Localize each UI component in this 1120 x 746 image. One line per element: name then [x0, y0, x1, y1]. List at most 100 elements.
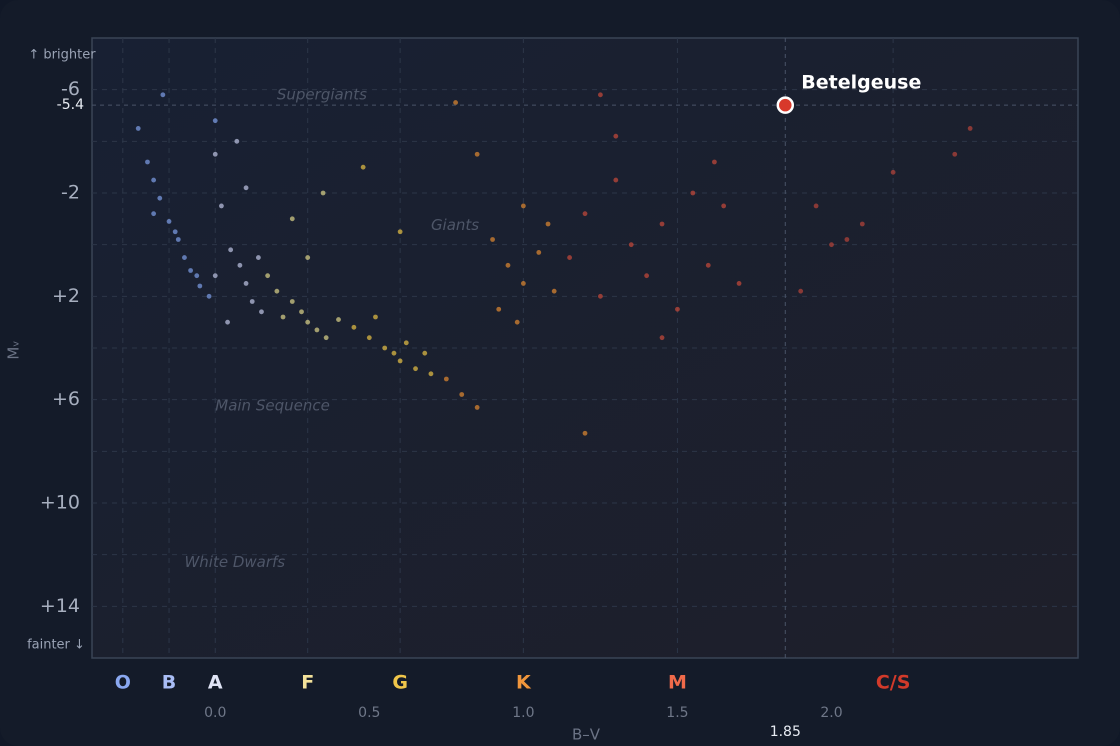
- star-point: [721, 203, 727, 209]
- star-point: [690, 190, 696, 196]
- region-label: Giants: [431, 216, 479, 234]
- y-tick-label: +2: [52, 285, 80, 307]
- x-tick-label: 1.5: [666, 705, 688, 721]
- star-point: [234, 138, 240, 144]
- star-point: [157, 195, 163, 201]
- star-point: [659, 221, 665, 227]
- star-point: [712, 159, 717, 165]
- star-point: [212, 118, 218, 124]
- star-point: [890, 169, 896, 175]
- star-point: [289, 299, 295, 304]
- star-point: [545, 221, 551, 227]
- star-point: [243, 185, 249, 191]
- spectral-class-label: O: [115, 672, 131, 694]
- star-point: [474, 151, 480, 157]
- star-point: [536, 250, 542, 255]
- star-point: [314, 327, 320, 333]
- star-point: [194, 273, 200, 279]
- star-point: [514, 319, 520, 325]
- y-axis-label: Mᵥ: [5, 340, 23, 359]
- y-tick-label: +6: [52, 388, 80, 410]
- x-tick-label: 2.0: [820, 705, 842, 721]
- star-point: [145, 159, 150, 165]
- star-point: [582, 211, 588, 217]
- star-point: [212, 273, 218, 279]
- star-point: [182, 255, 187, 260]
- star-point: [829, 242, 834, 248]
- star-point: [175, 237, 181, 242]
- y-tick-label: +14: [40, 595, 80, 617]
- region-label: Supergiants: [277, 85, 367, 103]
- star-point: [320, 190, 326, 196]
- star-point: [360, 164, 366, 170]
- star-point: [151, 177, 157, 183]
- star-point: [490, 237, 495, 242]
- star-point: [551, 288, 557, 294]
- star-point: [453, 100, 458, 105]
- star-point: [422, 350, 428, 356]
- star-point: [280, 314, 286, 320]
- spectral-class-label: M: [668, 672, 687, 694]
- star-point: [299, 309, 304, 315]
- star-point: [382, 345, 388, 351]
- spectral-class-label: B: [162, 672, 176, 694]
- star-point: [243, 281, 249, 286]
- star-point: [255, 255, 261, 260]
- star-point: [397, 358, 403, 364]
- star-point: [443, 376, 449, 382]
- star-point: [135, 126, 141, 131]
- y-bottom-note: fainter ↓: [27, 638, 85, 653]
- star-point: [598, 92, 603, 98]
- star-point: [613, 177, 619, 183]
- star-point: [151, 211, 157, 217]
- star-point: [967, 126, 973, 131]
- star-point: [428, 371, 434, 377]
- spectral-class-label: G: [392, 672, 408, 694]
- star-point: [798, 288, 804, 294]
- star-point: [305, 319, 311, 325]
- spectral-class-label: F: [301, 672, 314, 694]
- star-point: [659, 335, 665, 341]
- star-point: [496, 306, 502, 312]
- highlight-label: Betelgeuse: [801, 72, 921, 94]
- star-point: [265, 273, 271, 279]
- star-point: [289, 216, 295, 222]
- star-point: [705, 262, 711, 268]
- star-point: [228, 247, 234, 253]
- star-point: [567, 255, 572, 260]
- star-point: [166, 219, 172, 224]
- spectral-class-label: K: [516, 672, 532, 694]
- star-point: [520, 281, 526, 286]
- star-point: [259, 309, 264, 315]
- y-tick-label: -2: [61, 182, 80, 204]
- spectral-class-label: A: [208, 672, 223, 694]
- star-point: [237, 262, 243, 268]
- star-point: [736, 281, 742, 286]
- x-tick-label: 0.0: [204, 705, 226, 721]
- star-point: [366, 335, 372, 341]
- star-point: [598, 293, 603, 299]
- star-point: [952, 151, 958, 157]
- x-tick-label: 1.0: [512, 705, 534, 721]
- region-label: White Dwarfs: [184, 553, 285, 571]
- star-point: [373, 314, 378, 320]
- highlight-x-value: 1.85: [770, 724, 801, 740]
- star-point: [351, 324, 357, 330]
- star-point: [413, 366, 418, 372]
- star-point: [172, 229, 178, 235]
- star-point: [844, 237, 850, 242]
- star-point: [505, 262, 511, 268]
- star-point: [212, 151, 218, 157]
- star-point: [675, 306, 680, 312]
- star-point: [613, 133, 619, 139]
- y-tick-label: +10: [40, 492, 80, 514]
- star-point: [628, 242, 634, 248]
- star-point: [188, 268, 194, 273]
- star-point: [323, 335, 329, 341]
- x-tick-label: 0.5: [358, 705, 380, 721]
- star-point: [391, 350, 397, 356]
- star-point: [206, 293, 212, 299]
- star-point: [403, 340, 409, 346]
- star-point: [520, 203, 526, 209]
